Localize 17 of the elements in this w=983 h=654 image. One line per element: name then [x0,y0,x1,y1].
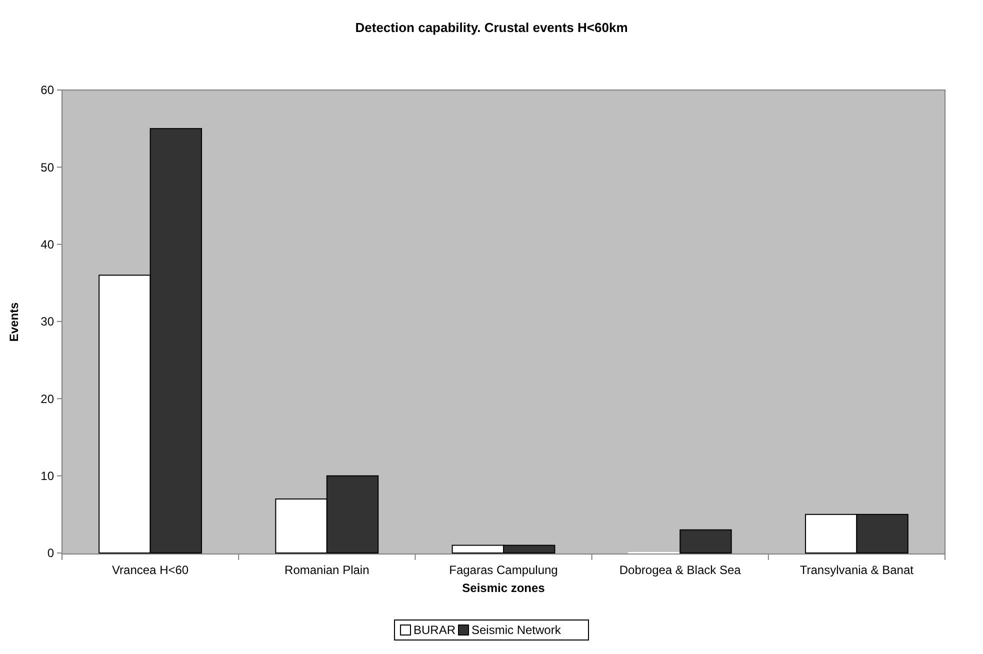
legend-label: BURAR [414,623,456,637]
chart-title: Detection capability. Crustal events H<60km [355,20,628,35]
x-tick-label: Dobrogea & Black Sea [619,563,742,577]
y-tick-label: 10 [40,469,54,484]
y-tick-label: 50 [40,160,54,174]
legend-label: Seismic Network [472,623,562,637]
y-axis-title: Events [7,302,21,342]
y-tick-label: 20 [40,392,54,406]
x-tick-label: Vrancea H<60 [112,563,189,577]
x-tick-label: Transylvania & Banat [800,563,914,577]
x-tick-label: Fagaras Campulung [449,563,558,577]
y-tick-label: 30 [40,314,54,329]
x-tick-label: Romanian Plain [284,563,370,577]
y-tick-label: 40 [40,238,54,252]
y-tick-label: 0 [47,546,54,560]
y-tick-label: 60 [40,83,54,98]
x-axis-title: Seismic zones [462,581,546,595]
